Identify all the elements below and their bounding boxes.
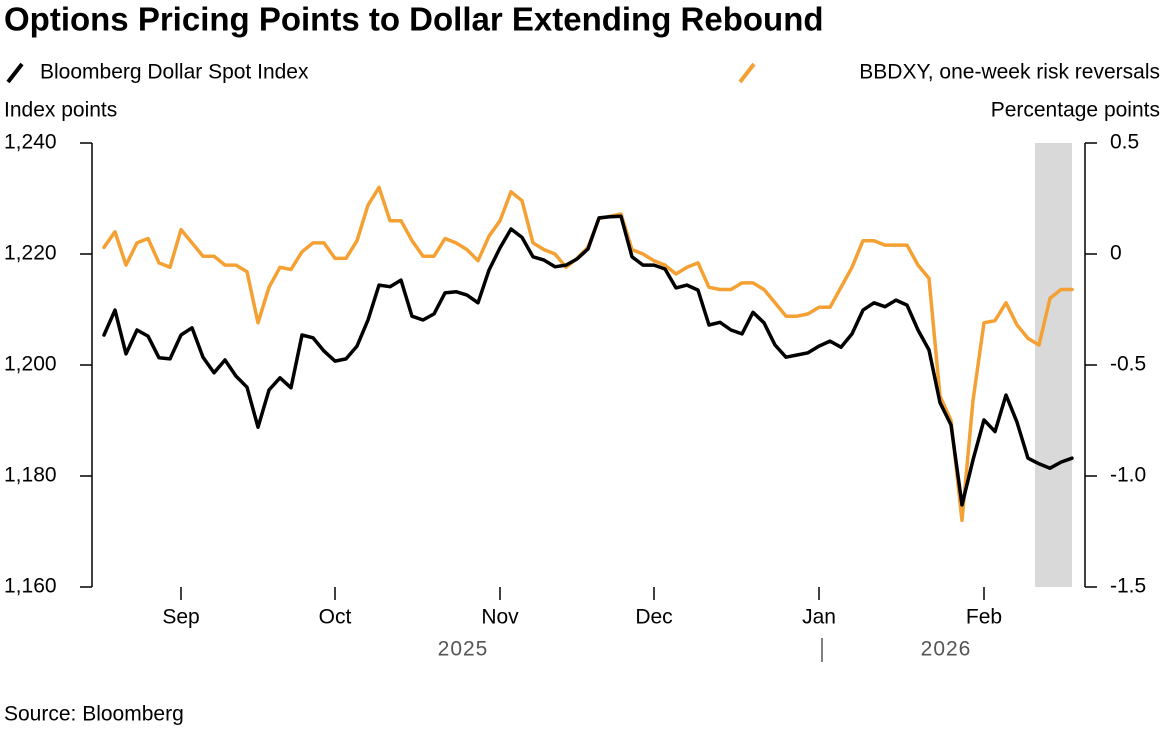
y-tick-label: 1,220 <box>4 242 57 265</box>
y2-tick-label: -0.5 <box>1110 353 1146 376</box>
y2-tick-label: -1.0 <box>1110 464 1146 487</box>
year-label: 2025 <box>438 638 489 661</box>
series-line <box>102 185 1074 523</box>
x-tick-label: Dec <box>635 606 672 629</box>
y2-tick-label: 0 <box>1110 242 1122 265</box>
x-tick-label: Feb <box>966 606 1002 629</box>
year-label: 2026 <box>921 638 972 661</box>
legend-label: Bloomberg Dollar Spot Index <box>40 61 309 84</box>
x-tick-label: Sep <box>162 606 199 629</box>
y2-tick-label: 0.5 <box>1110 131 1139 154</box>
y-axis-label: Index points <box>4 99 117 122</box>
y-tick-label: 1,160 <box>4 575 57 598</box>
source: Source: Bloomberg <box>4 703 184 726</box>
chart-title: Options Pricing Points to Dollar Extendi… <box>4 1 824 38</box>
x-tick-label: Oct <box>319 606 352 629</box>
y2-tick-label: -1.5 <box>1110 575 1146 598</box>
x-tick-label: Jan <box>802 606 836 629</box>
legend-swatch <box>738 62 756 84</box>
y-tick-label: 1,180 <box>4 464 57 487</box>
x-tick-label: Nov <box>481 606 519 629</box>
y2-axis-label: Percentage points <box>991 99 1160 122</box>
y-tick-label: 1,240 <box>4 131 57 154</box>
y-tick-label: 1,200 <box>4 353 57 376</box>
highlight-band <box>1035 143 1072 587</box>
legend-label: BBDXY, one-week risk reversals <box>859 61 1160 84</box>
series-line <box>102 214 1074 507</box>
legend-swatch <box>6 62 24 84</box>
